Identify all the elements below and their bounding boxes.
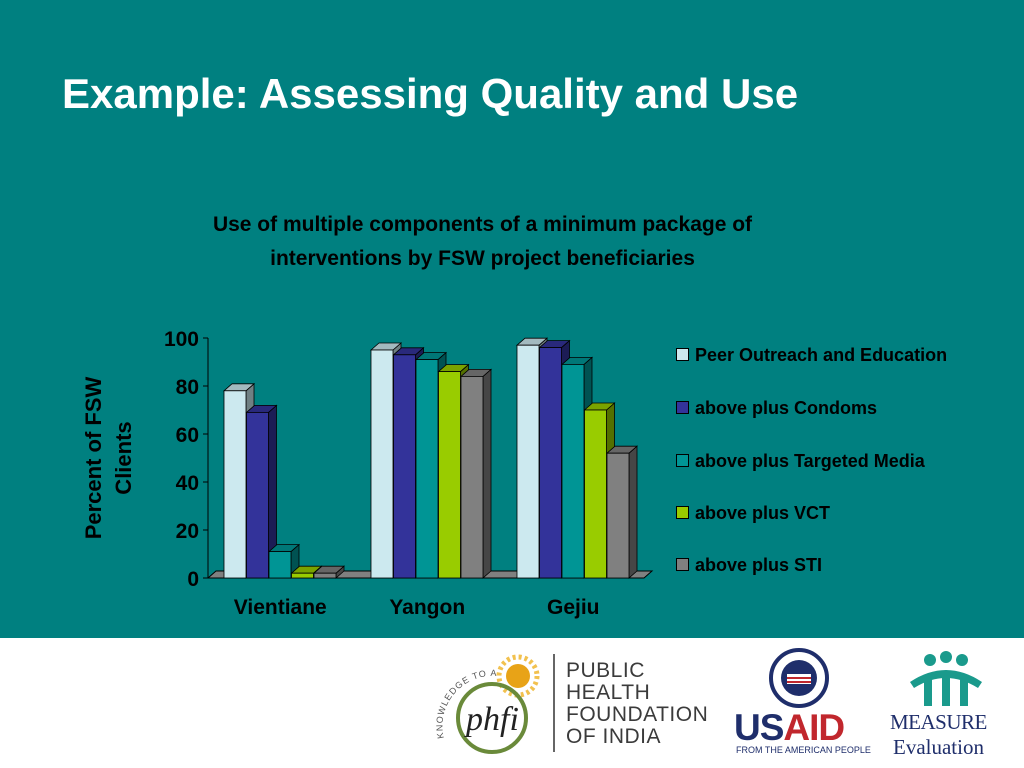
phfi-line-2: HEALTH: [566, 681, 651, 704]
y-tick-label: 60: [176, 424, 199, 447]
legend-swatch: [676, 401, 689, 414]
usaid-seal-icon: [769, 648, 829, 708]
y-tick-label: 100: [164, 328, 199, 351]
legend-label: Peer Outreach and Education: [695, 345, 948, 365]
phfi-ring: [456, 682, 528, 754]
bar: [539, 347, 562, 579]
legend-label: above plus VCT: [695, 503, 831, 523]
bar: [561, 363, 585, 579]
y-tick-label: 80: [176, 376, 199, 399]
phfi-line-3: FOUNDATION: [566, 703, 709, 726]
y-axis-label: Percent of FSW: [81, 376, 106, 539]
phfi-wordmark: PUBLIC HEALTH FOUNDATION OF INDIA: [566, 660, 708, 748]
phfi-line-1: PUBLIC: [566, 659, 645, 682]
x-category-label: Yangon: [389, 596, 465, 619]
bar: [268, 551, 292, 579]
bar: [584, 409, 607, 579]
y-tick-label: 40: [176, 472, 199, 495]
measure-people-icon: [910, 651, 982, 706]
legend-swatch: [676, 558, 689, 571]
chart-title: Use of multiple components of a minimum …: [130, 208, 835, 276]
legend-label: above plus STI: [695, 555, 823, 575]
x-category-label: Gejiu: [547, 596, 600, 619]
bar: [393, 354, 416, 579]
slide-background: [0, 0, 1024, 638]
bar-side: [482, 368, 492, 579]
bar: [415, 359, 439, 579]
chart-title-line-2: interventions by FSW project beneficiari…: [270, 247, 695, 270]
usaid-us: US: [734, 707, 784, 748]
bar: [313, 572, 337, 579]
legend-swatch: [676, 454, 689, 467]
usaid-aid: AID: [783, 707, 845, 748]
x-category-label: Vientiane: [234, 596, 327, 619]
bar: [223, 390, 247, 579]
phfi-logo: KNOWLEDGE TO ACTION phfi: [430, 648, 555, 754]
measure-wordmark: MEASURE: [890, 710, 987, 734]
legend-swatch: [676, 348, 689, 361]
legend-label: above plus Condoms: [695, 398, 878, 418]
sun-icon: [496, 654, 540, 698]
phfi-mark: phfi: [464, 701, 519, 738]
usaid-wordmark: USAID: [734, 707, 845, 749]
measure-subtitle: Evaluation: [893, 735, 984, 759]
bar: [291, 572, 314, 579]
legend-label: above plus Targeted Media: [695, 451, 925, 471]
chart-title-line-1: Use of multiple components of a minimum …: [212, 213, 753, 236]
y-tick-label: 0: [187, 568, 199, 591]
bar: [370, 349, 394, 579]
bar: [606, 452, 630, 579]
legend-swatch: [676, 506, 689, 519]
phfi-line-4: OF INDIA: [566, 725, 662, 748]
usaid-tagline: FROM THE AMERICAN PEOPLE: [736, 745, 871, 755]
bar-side: [628, 445, 638, 579]
bar: [516, 344, 540, 579]
y-axis-label: Clients: [111, 421, 136, 494]
y-tick-label: 20: [176, 520, 199, 543]
bar: [246, 411, 269, 579]
bar: [438, 371, 461, 579]
bar-chart: 0 20 40 60 80 100 Percent of FSW Clients Vientia…: [81, 328, 654, 619]
bar: [460, 375, 484, 579]
slide-title: Example: Assessing Quality and Use: [62, 70, 799, 117]
